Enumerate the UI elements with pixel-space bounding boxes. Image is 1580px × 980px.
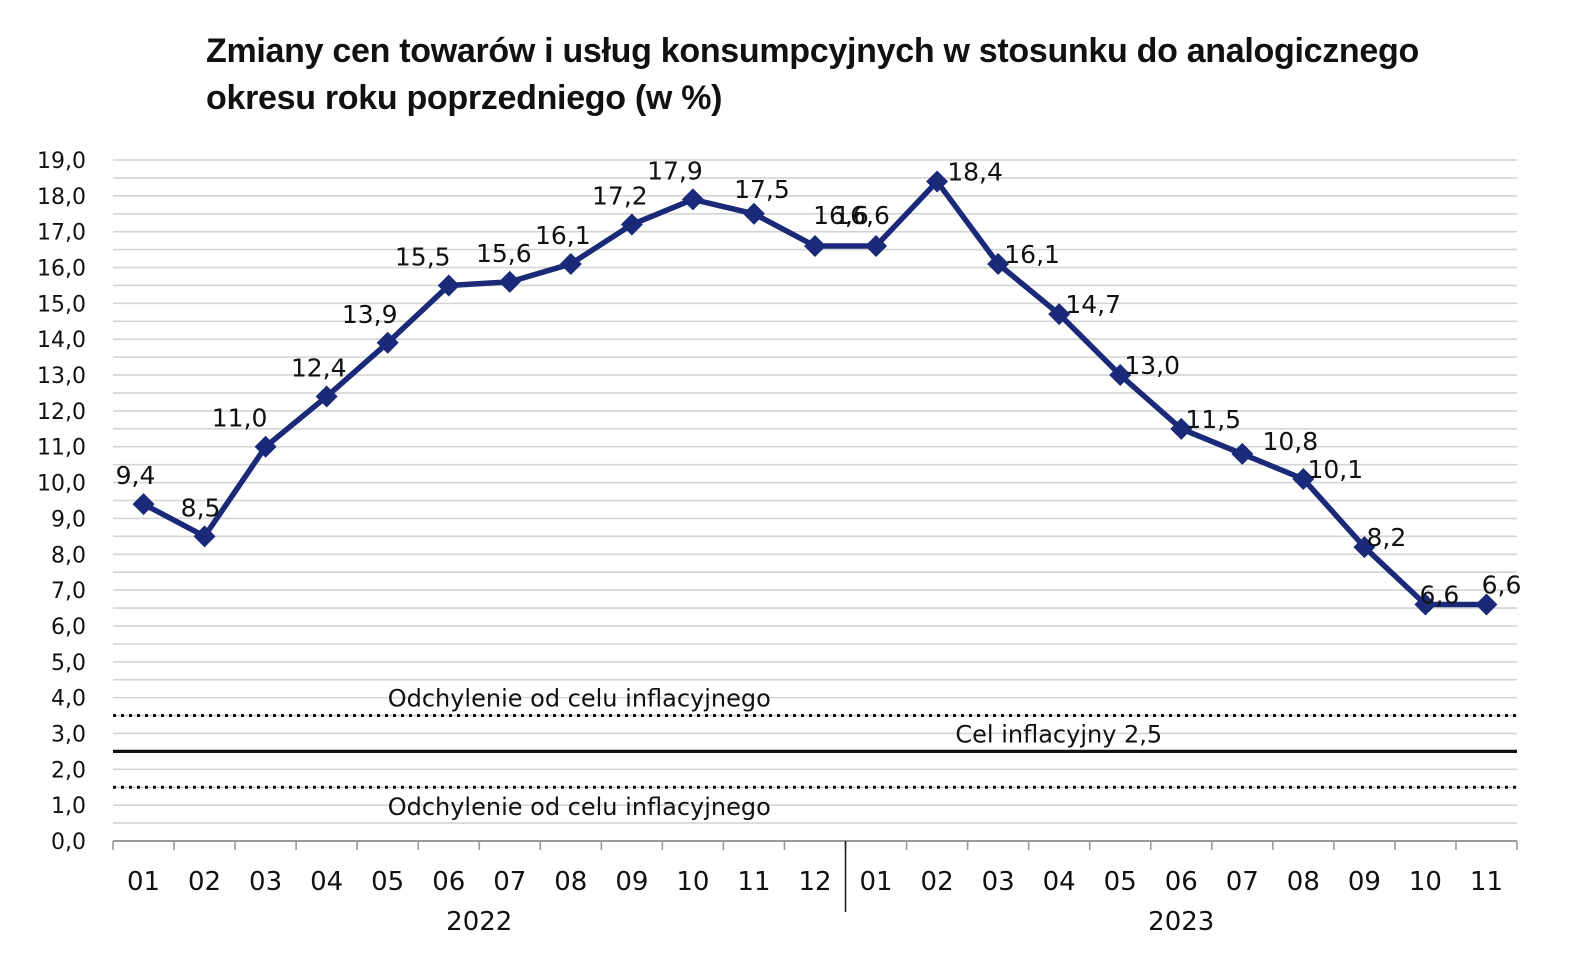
data-point	[987, 252, 1010, 275]
y-tick-label: 15,0	[37, 292, 86, 317]
x-tick-label: 08	[1287, 867, 1320, 897]
data-label: 18,4	[947, 158, 1003, 187]
data-label: 16,1	[1004, 240, 1060, 269]
x-tick-label: 04	[1043, 867, 1076, 897]
data-label: 9,4	[116, 461, 156, 490]
year-label: 2023	[1148, 907, 1214, 937]
data-label: 17,9	[647, 156, 703, 185]
data-label: 15,6	[476, 239, 532, 268]
x-tick-label: 05	[371, 867, 404, 897]
data-point	[1292, 467, 1315, 490]
data-point	[926, 170, 949, 193]
data-point	[804, 235, 826, 258]
y-tick-label: 6,0	[51, 615, 86, 640]
data-point	[1475, 593, 1498, 616]
data-label: 8,2	[1367, 523, 1407, 552]
y-tick-label: 10,0	[37, 472, 86, 497]
x-tick-label: 07	[1226, 867, 1259, 897]
x-tick-label: 02	[188, 867, 221, 897]
chart-title-line-2: okresu roku poprzedniego (w %)	[206, 79, 723, 117]
y-tick-label: 16,0	[37, 257, 86, 282]
data-label: 8,5	[181, 493, 221, 522]
reference-line-label: Odchylenie od celu inflacyjnego	[388, 685, 771, 713]
y-tick-label: 11,0	[37, 436, 86, 461]
data-point	[132, 493, 155, 516]
x-tick-label: 02	[921, 867, 954, 897]
data-label: 17,5	[734, 175, 790, 204]
data-label: 14,7	[1065, 290, 1121, 319]
x-tick-label: 10	[676, 867, 709, 897]
data-label: 11,0	[212, 404, 268, 433]
data-point	[1170, 417, 1193, 440]
x-tick-label: 11	[1470, 867, 1503, 897]
data-point	[376, 331, 399, 354]
x-tick-label: 03	[982, 867, 1015, 897]
y-tick-label: 19,0	[37, 149, 86, 174]
y-tick-label: 18,0	[37, 185, 86, 210]
y-tick-label: 0,0	[51, 830, 86, 855]
data-point	[559, 252, 582, 275]
y-tick-label: 2,0	[51, 758, 86, 783]
chart-title-line-1: Zmiany cen towarów i usług konsumpcyjnyc…	[206, 32, 1419, 70]
data-label: 13,0	[1124, 351, 1180, 380]
y-tick-label: 7,0	[51, 579, 86, 604]
data-label: 12,4	[291, 354, 347, 383]
data-point	[315, 385, 338, 408]
y-tick-label: 13,0	[37, 364, 86, 389]
data-point	[193, 525, 216, 548]
y-tick-label: 4,0	[51, 687, 86, 712]
x-tick-label: 09	[615, 867, 648, 897]
data-point	[1414, 593, 1437, 616]
y-tick-label: 5,0	[51, 651, 86, 676]
reference-line-label: Odchylenie od celu inflacyjnego	[388, 793, 771, 821]
x-tick-label: 06	[432, 867, 465, 897]
x-tick-label: 01	[859, 867, 892, 897]
data-point	[620, 213, 643, 236]
data-label: 15,5	[395, 242, 451, 271]
data-label: 6,6	[1420, 580, 1460, 609]
x-tick-label: 11	[737, 867, 770, 897]
data-point	[742, 202, 765, 225]
data-label: 13,9	[342, 300, 398, 329]
data-label: 10,1	[1308, 455, 1364, 484]
data-point	[865, 235, 888, 258]
y-tick-label: 3,0	[51, 722, 86, 747]
x-tick-label: 07	[493, 867, 526, 897]
x-tick-label: 05	[1104, 867, 1137, 897]
y-tick-label: 14,0	[37, 328, 86, 353]
x-tick-label: 01	[127, 867, 160, 897]
x-tick-label: 09	[1348, 867, 1381, 897]
y-tick-label: 1,0	[51, 794, 86, 819]
data-label: 16,1	[535, 221, 591, 250]
x-tick-label: 10	[1409, 867, 1442, 897]
x-tick-label: 06	[1165, 867, 1198, 897]
data-point	[1109, 364, 1132, 387]
data-label: 17,2	[592, 182, 648, 211]
data-point	[437, 274, 460, 297]
x-tick-label: 03	[249, 867, 282, 897]
data-label: 6,6	[1482, 570, 1522, 599]
reference-line-label: Cel inflacyjny 2,5	[955, 720, 1162, 748]
data-label: 16,6	[834, 201, 890, 230]
y-tick-label: 8,0	[51, 543, 86, 568]
data-point	[1048, 303, 1071, 326]
data-point	[1231, 442, 1254, 465]
data-label: 10,8	[1262, 427, 1318, 456]
data-label: 11,5	[1185, 405, 1241, 434]
y-tick-label: 9,0	[51, 507, 86, 532]
year-label: 2022	[446, 907, 512, 937]
data-point	[254, 435, 277, 458]
x-tick-label: 04	[310, 867, 343, 897]
y-tick-label: 12,0	[37, 400, 86, 425]
data-point	[1353, 536, 1376, 559]
data-label: 16,6	[813, 201, 869, 230]
data-point	[498, 270, 521, 293]
data-point	[681, 188, 704, 211]
chart-title: Zmiany cen towarów i usług konsumpcyjnyc…	[206, 28, 1566, 122]
y-tick-label: 17,0	[37, 221, 86, 246]
x-tick-label: 12	[798, 867, 831, 897]
x-tick-label: 08	[554, 867, 587, 897]
